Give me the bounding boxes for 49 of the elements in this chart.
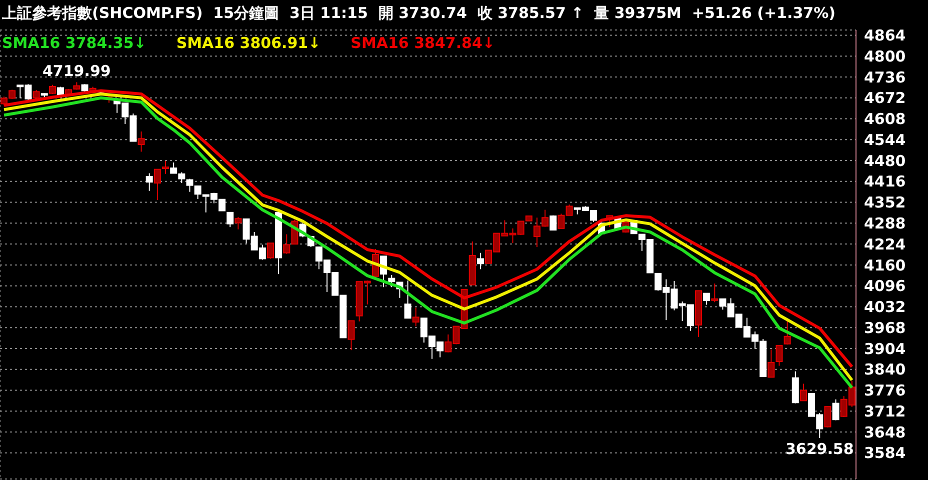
candlestick — [234, 216, 242, 230]
candlestick — [768, 348, 775, 378]
candlestick — [711, 283, 718, 303]
y-tick-label: 4224 — [864, 235, 906, 254]
y-tick-label: 3648 — [864, 423, 906, 442]
candlestick — [348, 320, 355, 351]
y-tick-label: 3776 — [864, 382, 906, 400]
y-tick-label: 4736 — [864, 68, 906, 86]
candlestick — [48, 84, 56, 94]
y-tick-label: 4160 — [864, 256, 906, 274]
candlestick — [824, 406, 832, 428]
y-tick-label: 4672 — [864, 89, 906, 108]
candlestick — [226, 212, 234, 228]
candlestick — [138, 130, 145, 152]
y-tick-label: 4608 — [864, 110, 906, 128]
y-tick-label: 4800 — [864, 47, 906, 66]
y-tick-label: 3968 — [864, 318, 906, 337]
y-tick-label: 3712 — [864, 402, 906, 420]
y-tick-label: 4480 — [864, 152, 906, 170]
y-tick-label: 3840 — [864, 360, 906, 379]
candlestick — [550, 214, 557, 231]
y-tick-label: 4288 — [864, 214, 906, 232]
candlestick — [776, 345, 783, 366]
annotation: 4719.99 — [42, 62, 111, 80]
y-tick-label: 4864 — [864, 26, 906, 45]
y-tick-label: 3584 — [864, 444, 906, 462]
candlestick — [800, 383, 807, 402]
y-tick-label: 3904 — [864, 340, 906, 358]
y-tick-label: 4032 — [864, 298, 906, 316]
candlestick — [832, 398, 840, 421]
text: SMA16 3847.84↓ — [350, 34, 495, 52]
chart-title: 上証參考指數(SHCOMP.FS) 15分鐘圖 3日 11:15 開 3730.74 收 3785.57 ↑ 量 39375M +51.26 (+1.37%) — [2, 4, 836, 23]
candlestick — [476, 252, 484, 270]
candlestick — [154, 168, 161, 201]
candlestick — [266, 242, 274, 260]
candlestick — [412, 307, 420, 327]
candlestick — [170, 162, 178, 174]
y-tick-label: 4416 — [864, 172, 906, 191]
candlestick — [703, 292, 710, 306]
y-tick-label: 4096 — [864, 277, 906, 296]
candlestick — [404, 280, 412, 319]
annotation: 3629.58 — [785, 440, 854, 458]
candlestick — [146, 172, 153, 192]
y-tick-label: 4352 — [864, 194, 906, 212]
candlestick — [178, 172, 186, 184]
text: SMA16 3784.35↓ — [2, 34, 146, 52]
candlestick — [162, 160, 170, 174]
y-tick-label: 4544 — [864, 130, 906, 149]
text: SMA16 3806.91↓ — [176, 34, 321, 52]
